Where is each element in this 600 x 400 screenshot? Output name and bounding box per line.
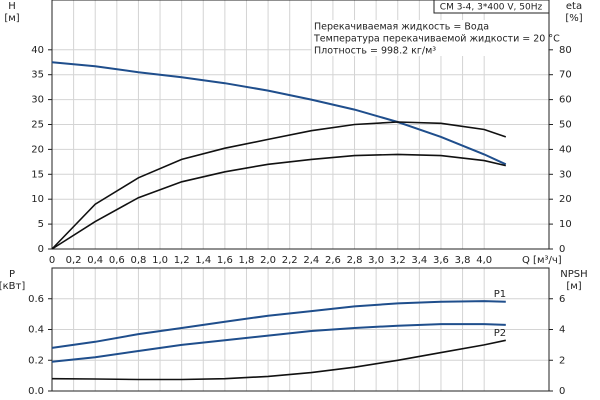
chart-title: CM 3-4, 3*400 V, 50Hz [440, 3, 543, 13]
y-tick-label: 15 [31, 169, 44, 180]
y2-tick-label: 40 [559, 144, 572, 155]
x-tick-label: 2,0 [260, 255, 276, 266]
y-axis-label: P [9, 269, 15, 280]
y2-axis-label: NPSH [560, 269, 587, 280]
x-axis-label: Q [м³/ч] [522, 255, 562, 266]
x-tick-label: 3,0 [368, 255, 384, 266]
y-tick-label: 5 [38, 219, 44, 230]
annotation-bg [312, 32, 548, 44]
series-line [51, 339, 506, 381]
y2-axis-unit: [м] [566, 281, 581, 292]
x-tick-label: 2,6 [325, 255, 341, 266]
x-tick-label: 0,8 [130, 255, 146, 266]
y2-axis-unit: [%] [565, 13, 582, 24]
x-tick-label: 1,6 [217, 255, 233, 266]
y-tick-label: 30 [31, 95, 44, 106]
plot-frame [51, 267, 550, 392]
y-tick-label: 0.6 [28, 294, 44, 305]
y2-tick-label: 60 [559, 95, 572, 106]
annotation: Температура перекачиваемой жидкости = 20… [313, 34, 560, 45]
series-label: P2 [494, 328, 506, 339]
x-tick-label: 0 [49, 255, 55, 266]
x-tick-label: 4,0 [476, 255, 492, 266]
title-box [433, 0, 550, 14]
y2-tick-label: 6 [559, 294, 565, 305]
y2-tick-label: 20 [559, 194, 572, 205]
x-tick-label: 2,8 [347, 255, 363, 266]
series-line [51, 61, 507, 166]
plot-frame [51, 0, 550, 250]
x-tick-label: 0,6 [109, 255, 125, 266]
y2-tick-label: 0 [559, 386, 565, 397]
y2-tick-label: 2 [559, 355, 565, 366]
x-tick-label: 0,4 [87, 255, 103, 266]
y-tick-label: 0.2 [28, 355, 44, 366]
series-line [51, 300, 506, 349]
x-tick-label: 3,8 [455, 255, 471, 266]
y2-tick-label: 30 [559, 169, 572, 180]
y-tick-label: 20 [31, 144, 44, 155]
y-axis-unit: [кВт] [0, 281, 25, 292]
x-tick-label: 0,2 [66, 255, 82, 266]
x-tick-label: 3,6 [433, 255, 449, 266]
y-axis-unit: [м] [4, 13, 19, 24]
y-tick-label: 35 [31, 70, 44, 81]
y-tick-label: 0.0 [28, 386, 44, 397]
annotation-bg [312, 44, 548, 56]
y2-tick-label: 70 [559, 70, 572, 81]
x-tick-label: 2,2 [282, 255, 298, 266]
y-tick-label: 40 [31, 45, 44, 56]
series-line [51, 323, 506, 363]
annotation: Плотность = 998.2 кг/м³ [314, 46, 436, 57]
y-tick-label: 10 [31, 194, 44, 205]
annotation: Перекачиваемая жидкость = Вода [314, 22, 489, 33]
y-tick-label: 0.4 [28, 325, 44, 336]
series-label: P1 [494, 289, 506, 300]
series-line [51, 153, 506, 250]
x-tick-label: 1,8 [239, 255, 255, 266]
y2-tick-label: 4 [559, 325, 565, 336]
x-tick-label: 2,4 [303, 255, 319, 266]
y2-tick-label: 10 [559, 219, 572, 230]
y2-tick-label: 0 [559, 244, 565, 255]
x-tick-label: 3,2 [390, 255, 406, 266]
y-tick-label: 25 [31, 120, 44, 131]
y-tick-label: 0 [38, 244, 44, 255]
series-line [51, 121, 507, 250]
x-tick-label: 1,2 [174, 255, 190, 266]
annotation-bg [312, 20, 548, 32]
y-axis-label: H [8, 1, 16, 12]
x-tick-label: 1,4 [195, 255, 211, 266]
x-tick-label: 1,0 [152, 255, 168, 266]
y2-axis-label: eta [566, 1, 582, 12]
x-tick-label: 3,4 [411, 255, 427, 266]
y2-tick-label: 80 [559, 45, 572, 56]
y2-tick-label: 50 [559, 120, 572, 131]
